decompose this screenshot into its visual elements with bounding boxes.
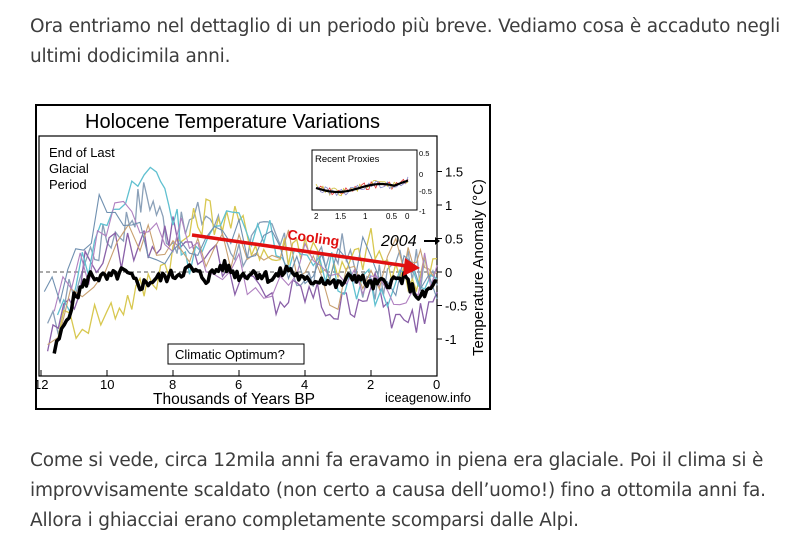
y-tick-label: 1	[445, 198, 452, 213]
glacial-label-1: End of Last	[49, 145, 115, 160]
plot-frame	[38, 135, 438, 377]
glacial-label-3: Period	[49, 177, 87, 192]
y-tick-label: 1.5	[445, 165, 463, 180]
inset-y-tick-label: -0.5	[419, 187, 432, 196]
inset-y-tick-label: -1	[419, 207, 426, 216]
inset-x-tick-label: 1	[363, 212, 368, 221]
x-tick-label: 0	[433, 377, 440, 392]
inset-x-tick-label: 1.5	[335, 212, 347, 221]
climatic-optimum-label: Climatic Optimum?	[175, 347, 285, 362]
proxy-line-3	[46, 216, 438, 352]
y-tick-label: -1	[445, 332, 457, 347]
year-2004-label: 2004	[380, 233, 417, 250]
chart-svg: Holocene Temperature Variations Cooling …	[37, 111, 487, 408]
x-tick-label: 10	[100, 377, 114, 392]
x-ticks-group: 12 10 8 6 4 2 0	[37, 370, 440, 392]
x-tick-label: 2	[367, 377, 374, 392]
inset-y-tick-label: 0.5	[419, 149, 429, 158]
inset-frame	[311, 149, 418, 211]
cooling-label: Cooling	[287, 226, 341, 249]
inset-line-4	[315, 179, 409, 194]
glacial-label-2: Glacial	[49, 161, 89, 176]
proxy-line-extra-3	[43, 192, 438, 305]
inset-y-tick-label: 0	[419, 170, 423, 179]
x-tick-label: 8	[169, 377, 176, 392]
inset-x-tick-label: 2	[314, 212, 319, 221]
climatic-optimum-box	[167, 343, 305, 365]
y-axis-title: Temperature Anomaly (°C)	[470, 179, 487, 356]
y-tick-label: 0	[445, 265, 452, 280]
cooling-arrowhead	[403, 258, 420, 276]
y-tick-label: -0.5	[445, 299, 467, 314]
y-tick-label: 0.5	[445, 232, 463, 247]
intro-paragraph: Ora entriamo nel dettaglio di un periodo…	[30, 16, 781, 67]
proxy-line-extra-2	[53, 200, 438, 312]
x-axis-title: Thousands of Years BP	[153, 391, 315, 408]
year-arrow	[424, 237, 440, 245]
credit-label: iceagenow.info	[385, 390, 471, 405]
x-tick-label: 12	[37, 377, 48, 392]
cooling-arrow	[191, 233, 408, 268]
chart-title: Holocene Temperature Variations	[85, 111, 380, 133]
mean-series-line	[52, 258, 438, 354]
holocene-temperature-chart: Holocene Temperature Variations Cooling …	[35, 104, 491, 410]
inset-x-tick-label: 0.5	[386, 212, 398, 221]
inset-title: Recent Proxies	[315, 154, 380, 165]
inset-lines-group	[315, 176, 409, 197]
x-tick-label: 6	[235, 377, 242, 392]
y-ticks-group: 1.5 1 0.5 0 -0.5 -1	[437, 165, 467, 347]
inset-x-tick-label: 0	[405, 212, 410, 221]
outro-paragraph: Come si vede, circa 12mila anni fa erava…	[30, 450, 766, 531]
x-tick-label: 4	[301, 377, 308, 392]
inset-ticks-group: 2 1.5 1 0.5 0 0.5 0 -0.5 -1	[314, 149, 432, 221]
